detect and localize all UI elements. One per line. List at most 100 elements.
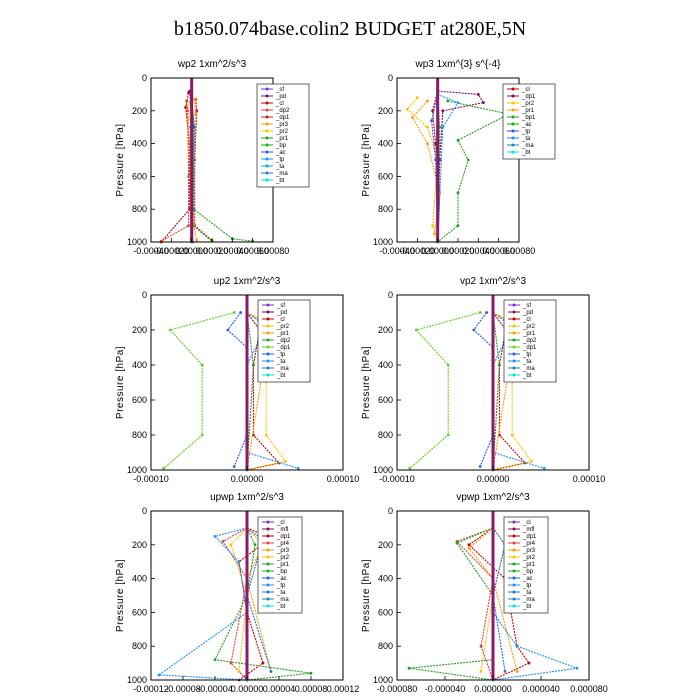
legend-marker: [265, 108, 269, 112]
legend-entry: _cl: [275, 101, 284, 107]
series-point: [466, 158, 470, 162]
legend-entry: _ac: [275, 150, 286, 156]
legend-entry: _ac: [276, 576, 287, 582]
y-tick-label: 600: [378, 171, 393, 181]
series-line-bp1: [437, 100, 511, 243]
series-point: [200, 433, 204, 437]
legend-entry: _ta: [521, 136, 531, 142]
legend-entry: _dp1: [522, 345, 537, 351]
series-point: [467, 546, 471, 550]
legend-box: [257, 516, 303, 614]
legend-entry: _sf: [522, 303, 531, 309]
legend-entry: _ta: [276, 359, 286, 365]
series-point: [253, 543, 257, 547]
series-point: [433, 232, 436, 236]
y-tick-label: 1000: [373, 465, 393, 475]
series-point: [510, 433, 514, 437]
series-point: [446, 363, 450, 367]
series-line-pr3: [246, 527, 272, 672]
legend-marker: [512, 303, 516, 307]
series-point: [261, 661, 265, 665]
legend-marker: [266, 331, 270, 335]
legend-marker: [511, 94, 515, 98]
series-point: [515, 644, 519, 648]
x-tick-label: 0.00080: [257, 246, 290, 256]
series-point: [187, 175, 191, 178]
legend-entry: _bt: [275, 178, 285, 184]
legend-marker: [512, 562, 516, 566]
series-line-cl: [432, 90, 441, 243]
legend-entry: _pd: [275, 94, 286, 100]
series-point: [472, 328, 476, 332]
legend-marker: [266, 597, 270, 601]
x-tick-label: 0.00000: [175, 246, 208, 256]
legend-marker: [511, 122, 515, 126]
legend-entry: _ma: [522, 366, 535, 372]
series-line-dp1: [468, 527, 530, 681]
series-point: [455, 541, 459, 545]
legend-entry: _pr2: [275, 129, 289, 135]
legend-marker: [266, 590, 270, 594]
legend-marker: [266, 317, 270, 321]
legend-entry: _pr3: [275, 122, 289, 128]
y-tick-label: 0: [388, 506, 393, 516]
legend-entry: _pr4: [276, 541, 290, 547]
series-point: [408, 466, 412, 470]
series-point: [503, 670, 507, 673]
series-point: [431, 224, 434, 228]
legend-marker: [265, 129, 269, 133]
series-point: [441, 109, 445, 113]
legend-entry: _bt: [276, 604, 286, 610]
series-line-pr4: [222, 527, 248, 681]
legend-entry: _bp: [522, 569, 534, 575]
legend-marker: [265, 94, 269, 98]
panel-title: up2 1xm^2/s^3: [214, 276, 281, 287]
series-line-tp: [157, 527, 248, 681]
legend-entry: _bt: [522, 373, 532, 379]
legend-marker: [511, 136, 515, 140]
legend-entry: _pr2: [521, 101, 535, 107]
y-tick-label: 800: [378, 204, 393, 214]
x-tick-label: 0.00012: [327, 684, 360, 694]
legend-marker: [266, 541, 270, 545]
legend-marker: [511, 87, 515, 91]
y-tick-label: 400: [378, 139, 393, 149]
legend: _cl_dp1_pr2_pr1_bp1_ac_tp_ta_ma_bt: [502, 83, 556, 160]
series-line-bp: [191, 94, 213, 242]
legend: _sf_pd_cl_dp2_dp1_pr3_pr2_pr1_bp_ac_tp_t…: [256, 83, 310, 188]
legend-marker: [265, 157, 269, 161]
legend-marker: [266, 359, 270, 363]
legend-marker: [265, 164, 269, 168]
legend-marker: [512, 555, 516, 559]
legend-marker: [512, 338, 516, 342]
legend-marker: [511, 150, 515, 154]
legend-marker: [511, 129, 515, 133]
series-line-pr1: [408, 527, 494, 681]
y-tick-label: 200: [378, 106, 393, 116]
series-point: [186, 109, 190, 113]
legend-marker: [512, 541, 516, 545]
legend-entry: _pr3: [276, 548, 290, 554]
y-tick-label: 600: [378, 607, 393, 617]
legend-marker: [266, 555, 270, 559]
series-point: [213, 535, 217, 538]
x-tick-label: -0.00010: [133, 474, 169, 484]
legend-entry: _tp: [522, 583, 532, 589]
legend-entry: _bt: [276, 373, 286, 379]
series-line-pr3: [468, 527, 518, 672]
x-tick-label: 0.000080: [570, 684, 608, 694]
series-point: [296, 466, 300, 470]
series-point: [184, 106, 188, 109]
legend-marker: [266, 527, 270, 531]
series-point: [232, 311, 236, 314]
y-tick-label: 800: [378, 641, 393, 651]
x-tick-label: 0.00000: [477, 474, 510, 484]
y-tick-label: 1000: [373, 675, 393, 685]
series-point: [232, 465, 236, 468]
legend-marker: [511, 143, 515, 147]
panel-title: wp2 1xm^2/s^3: [177, 59, 247, 70]
legend-entry: _tp: [521, 129, 531, 135]
series-point: [478, 311, 482, 314]
series-point: [485, 311, 488, 314]
series-point: [237, 560, 241, 564]
